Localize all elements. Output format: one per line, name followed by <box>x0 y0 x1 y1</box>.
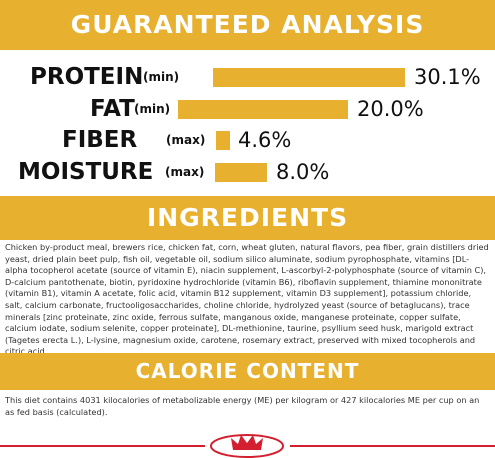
analysis-row: FAT (min) 20.0% <box>0 94 495 124</box>
qualifier: (max) <box>166 133 206 147</box>
qualifier: (min) <box>143 70 180 84</box>
brand-logo <box>0 434 495 458</box>
section-title: CALORIE CONTENT <box>135 359 360 383</box>
decor-bar <box>178 100 348 119</box>
logo-crown <box>231 435 263 450</box>
analysis-row: FIBER (max) 4.6% <box>0 125 495 155</box>
qualifier: (max) <box>165 165 205 179</box>
decor-bar <box>216 131 230 150</box>
nutrient-value: 30.1% <box>414 65 481 89</box>
nutrient-value: 4.6% <box>238 128 292 152</box>
analysis-row: MOISTURE (max) 8.0% <box>0 157 495 187</box>
qualifier: (min) <box>134 102 171 116</box>
section-title: INGREDIENTS <box>146 203 349 232</box>
section-banner: CALORIE CONTENT <box>0 353 495 390</box>
nutrient-name: FAT <box>90 96 135 122</box>
nutrient-value: 8.0% <box>276 160 330 184</box>
analysis-row: PROTEIN (min) 30.1% <box>0 62 495 92</box>
section-banner: INGREDIENTS <box>0 196 495 240</box>
section-banner: GUARANTEED ANALYSIS <box>0 0 495 50</box>
decor-bar <box>213 68 405 87</box>
nutrient-name: FIBER <box>62 127 138 153</box>
calorie-text: This diet contains 4031 kilocalories of … <box>5 395 480 417</box>
ingredients-text: Chicken by-product meal, brewers rice, c… <box>5 242 489 357</box>
nutrient-name: MOISTURE <box>18 159 154 185</box>
nutrient-value: 20.0% <box>357 97 424 121</box>
nutrient-name: PROTEIN <box>30 64 144 90</box>
section-title: GUARANTEED ANALYSIS <box>70 10 425 39</box>
decor-bar <box>215 163 267 182</box>
